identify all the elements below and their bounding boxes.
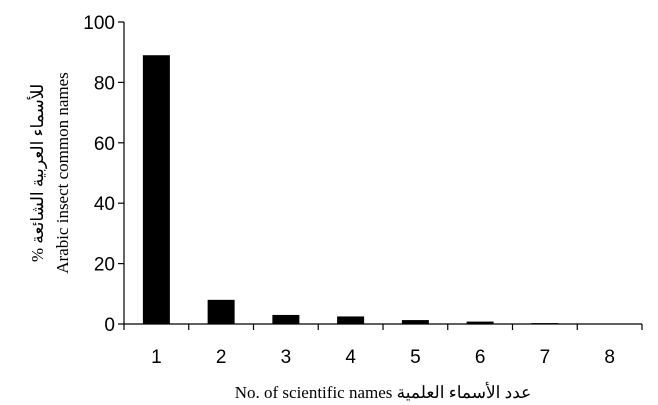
y-tick-label: 80 xyxy=(94,73,115,94)
x-tick-label: 7 xyxy=(540,347,551,368)
bar-1 xyxy=(142,55,170,324)
x-tick-label: 4 xyxy=(345,347,356,368)
x-tick-label: 1 xyxy=(151,347,162,368)
x-axis-ticks xyxy=(123,324,643,330)
bars-group xyxy=(142,55,559,324)
y-axis-title-line2: Arabic insect common names xyxy=(53,72,72,274)
x-tick-label: 5 xyxy=(410,347,421,368)
y-tick-label: 20 xyxy=(94,255,115,276)
x-tick-label: 6 xyxy=(475,347,486,368)
x-tick-label: 3 xyxy=(281,347,292,368)
y-axis-title-line1: % للأسماء العربية الشائعة xyxy=(27,84,48,262)
bar-6 xyxy=(466,321,494,324)
bar-4 xyxy=(337,316,365,324)
x-tick-label: 8 xyxy=(604,347,615,368)
bar-3 xyxy=(272,314,300,324)
y-tick-label: 60 xyxy=(94,134,115,155)
x-tick-label: 2 xyxy=(216,347,227,368)
x-tick-labels: 1 2 3 4 5 6 7 8 xyxy=(151,347,615,368)
y-axis-ticks xyxy=(118,21,124,325)
bar-2 xyxy=(207,299,235,324)
y-tick-label: 100 xyxy=(83,13,115,34)
y-tick-labels: 0 20 40 60 80 100 xyxy=(83,13,115,336)
bar-5 xyxy=(401,320,429,324)
y-tick-label: 40 xyxy=(94,194,115,215)
x-axis-title: No. of scientific names عدد الأسماء العل… xyxy=(235,382,532,402)
y-tick-label: 0 xyxy=(104,315,115,336)
